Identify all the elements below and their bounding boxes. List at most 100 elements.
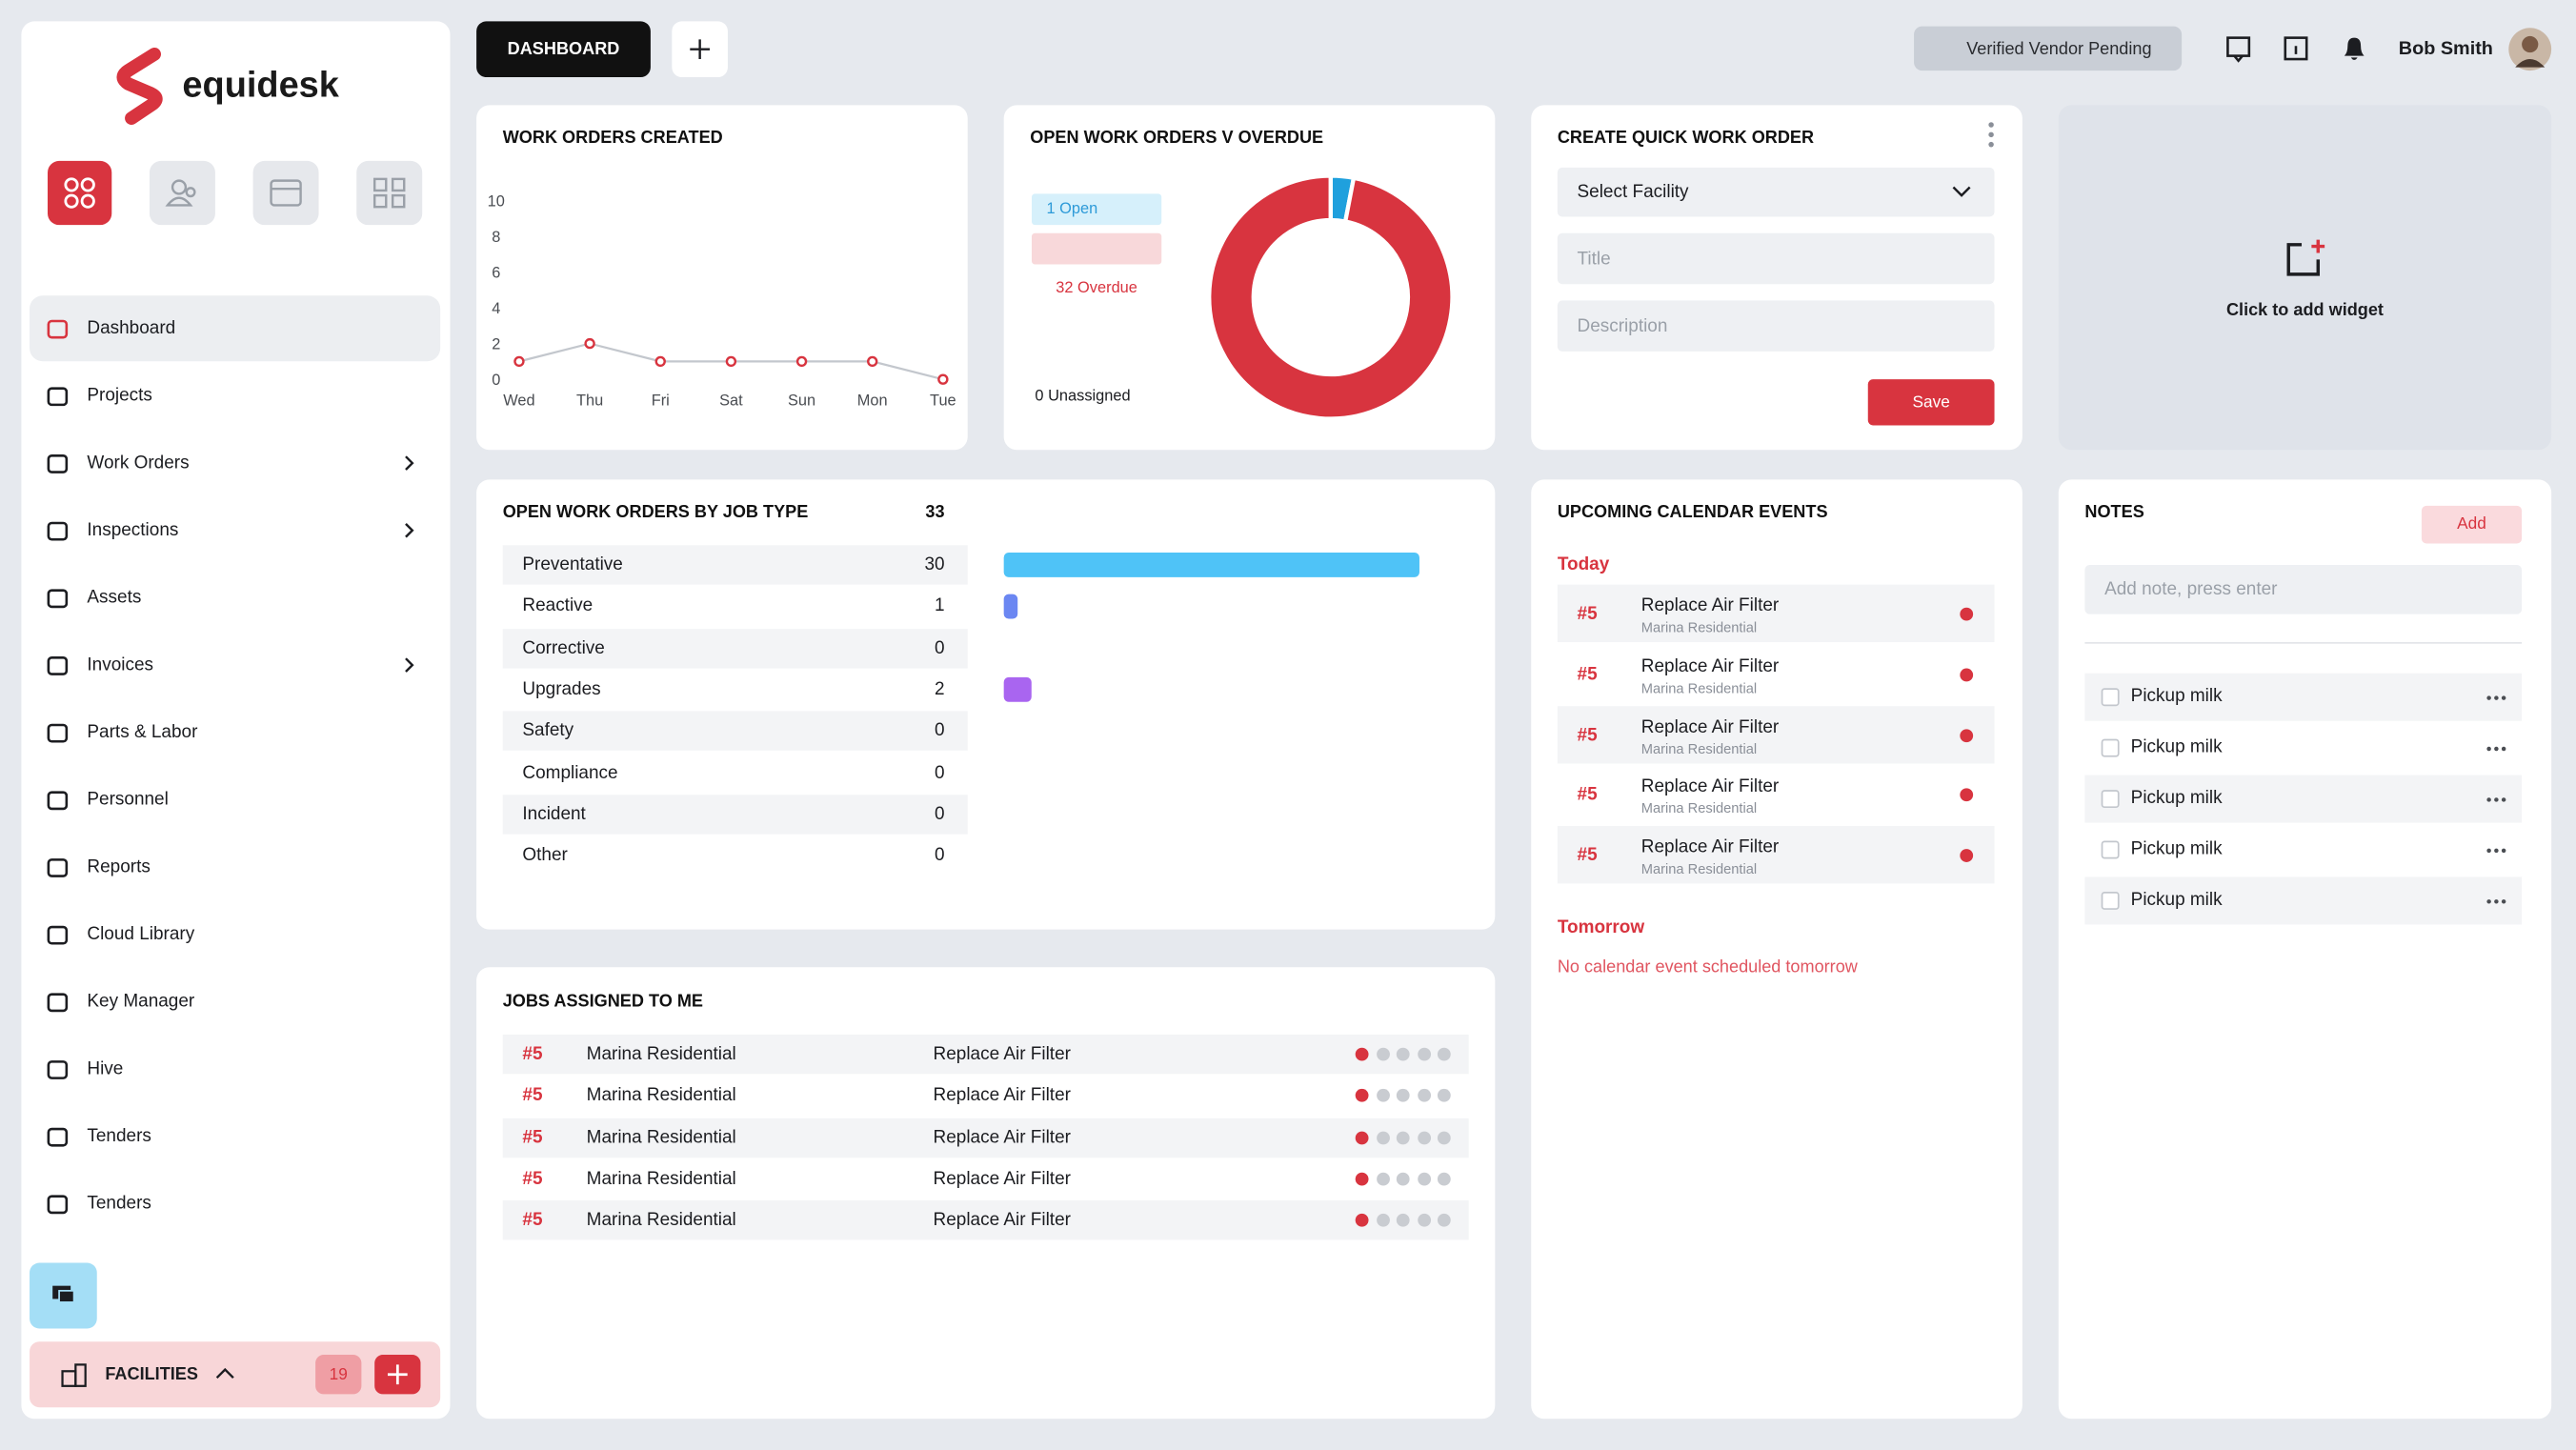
job-progress-dot <box>1396 1130 1410 1144</box>
nav-item[interactable]: Parts & Labor <box>30 699 440 765</box>
nav-icon <box>47 521 69 541</box>
nav-item[interactable]: Invoices <box>30 633 440 698</box>
job-progress-dot <box>1376 1047 1390 1061</box>
job-progress-dot <box>1437 1214 1451 1227</box>
job-id: #5 <box>522 1085 543 1106</box>
nav-chevron <box>405 455 414 471</box>
apps-button[interactable] <box>48 160 112 226</box>
job-progress-dot <box>1355 1214 1369 1227</box>
event-row[interactable]: #5 Replace Air Filter Marina Residential <box>1558 645 1995 702</box>
job-location: Marina Residential <box>586 1127 736 1148</box>
note-checkbox[interactable] <box>2101 790 2120 809</box>
nav-item[interactable]: Assets <box>30 565 440 631</box>
nav-item[interactable]: Dashboard <box>30 295 441 362</box>
note-menu[interactable] <box>2484 896 2510 906</box>
job-type-value: 0 <box>935 762 945 783</box>
nav-item[interactable]: Key Manager <box>30 969 440 1035</box>
vendor-status[interactable]: Verified Vendor Pending <box>1914 26 2183 71</box>
job-type-label: Upgrades <box>522 679 601 700</box>
job-progress-dot <box>1417 1214 1431 1227</box>
nav-icon-shape <box>47 589 69 609</box>
add-tab-button[interactable] <box>672 21 728 78</box>
add-note-button[interactable]: Add <box>2421 505 2523 544</box>
note-menu[interactable] <box>2484 693 2510 702</box>
job-progress-dot <box>1437 1047 1451 1061</box>
note-row: Pickup milk <box>2084 775 2523 823</box>
dashboard-tab[interactable]: DASHBOARD <box>476 21 651 78</box>
note-menu[interactable] <box>2484 795 2510 804</box>
add-facility-button[interactable] <box>374 1355 421 1395</box>
title-input[interactable]: Title <box>1557 232 1995 285</box>
job-type-label: Safety <box>522 721 574 741</box>
job-row[interactable]: #5 Marina Residential Replace Air Filter <box>502 1200 1469 1240</box>
job-progress-dot <box>1396 1089 1410 1103</box>
nav-item[interactable]: Personnel <box>30 767 440 833</box>
nav-label: Projects <box>87 386 152 406</box>
job-row[interactable]: #5 Marina Residential Replace Air Filter <box>503 1159 1469 1198</box>
facilities-bar[interactable]: FACILITIES 19 <box>30 1341 441 1408</box>
note-row: Pickup milk <box>2084 724 2522 772</box>
job-type-label: Corrective <box>522 637 605 658</box>
event-row[interactable]: #5 Replace Air Filter Marina Residential <box>1557 584 1995 642</box>
description-input[interactable]: Description <box>1557 300 1995 352</box>
job-id: #5 <box>522 1127 543 1148</box>
note-menu[interactable] <box>2484 744 2510 754</box>
nav-item[interactable]: Hive <box>30 1037 440 1102</box>
nav-item[interactable]: Cloud Library <box>30 901 440 967</box>
event-row[interactable]: #5 Replace Air Filter Marina Residential <box>1557 705 1995 763</box>
nav-item[interactable]: Tenders <box>30 1171 440 1237</box>
job-progress-dot <box>1355 1172 1369 1186</box>
widgets-button[interactable] <box>356 160 423 226</box>
card-title: CREATE QUICK WORK ORDER <box>1557 128 1815 149</box>
job-progress-dot <box>1437 1130 1451 1144</box>
job-row[interactable]: #5 Marina Residential Replace Air Filter <box>502 1118 1469 1158</box>
chevron-shape <box>405 523 414 538</box>
nav-label: Work Orders <box>87 453 190 473</box>
note-menu[interactable] <box>2484 846 2510 856</box>
save-button[interactable]: Save <box>1867 379 1995 426</box>
event-row[interactable]: #5 Replace Air Filter Marina Residential <box>1558 766 1995 823</box>
event-row[interactable]: #5 Replace Air Filter Marina Residential <box>1557 826 1995 884</box>
contacts-button[interactable] <box>149 160 215 226</box>
avatar[interactable] <box>2507 27 2553 72</box>
add-widget-card[interactable] <box>2058 105 2552 451</box>
facility-select[interactable]: Select Facility <box>1557 167 1995 217</box>
event-title: Replace Air Filter <box>1640 716 1780 737</box>
job-task: Replace Air Filter <box>933 1127 1071 1148</box>
job-row[interactable]: #5 Marina Residential Replace Air Filter <box>503 1077 1469 1116</box>
more-menu[interactable] <box>1984 120 1998 150</box>
collapse-caret[interactable] <box>215 1366 235 1382</box>
calendar-button[interactable] <box>252 160 319 226</box>
job-row[interactable]: #5 Marina Residential Replace Air Filter <box>502 1034 1469 1075</box>
nav-item[interactable]: Inspections <box>30 497 440 563</box>
messages-icon[interactable] <box>2224 34 2254 64</box>
nav-item[interactable]: Work Orders <box>30 431 440 496</box>
select-chevron <box>1952 186 1971 197</box>
job-type-row: Incident 0 <box>502 794 968 835</box>
note-checkbox[interactable] <box>2101 891 2120 910</box>
job-id: #5 <box>522 1044 543 1064</box>
contacts-icon <box>165 179 196 207</box>
note-checkbox[interactable] <box>2101 840 2120 859</box>
nav-label: Hive <box>87 1058 124 1079</box>
note-row: Pickup milk <box>2084 673 2523 721</box>
nav-icon <box>47 1060 69 1079</box>
note-input[interactable]: Add note, press enter <box>2084 564 2523 614</box>
job-type-value: 2 <box>935 679 945 700</box>
nav-icon <box>47 723 69 743</box>
chevron-shape <box>405 657 414 673</box>
nav-item[interactable]: Reports <box>30 835 440 900</box>
facilities-count: 19 <box>315 1355 362 1395</box>
nav-label: Key Manager <box>87 992 195 1012</box>
note-checkbox[interactable] <box>2101 738 2120 757</box>
nav-icon <box>47 993 69 1013</box>
notifications-icon[interactable] <box>2340 34 2369 64</box>
nav-label: Tenders <box>87 1126 151 1147</box>
nav-item[interactable]: Tenders <box>30 1103 440 1169</box>
chat-button[interactable] <box>30 1262 97 1329</box>
note-checkbox[interactable] <box>2101 688 2120 707</box>
info-icon[interactable] <box>2282 34 2311 64</box>
nav-icon <box>47 1195 69 1215</box>
job-type-label: Other <box>522 845 568 866</box>
nav-item[interactable]: Projects <box>30 363 440 429</box>
